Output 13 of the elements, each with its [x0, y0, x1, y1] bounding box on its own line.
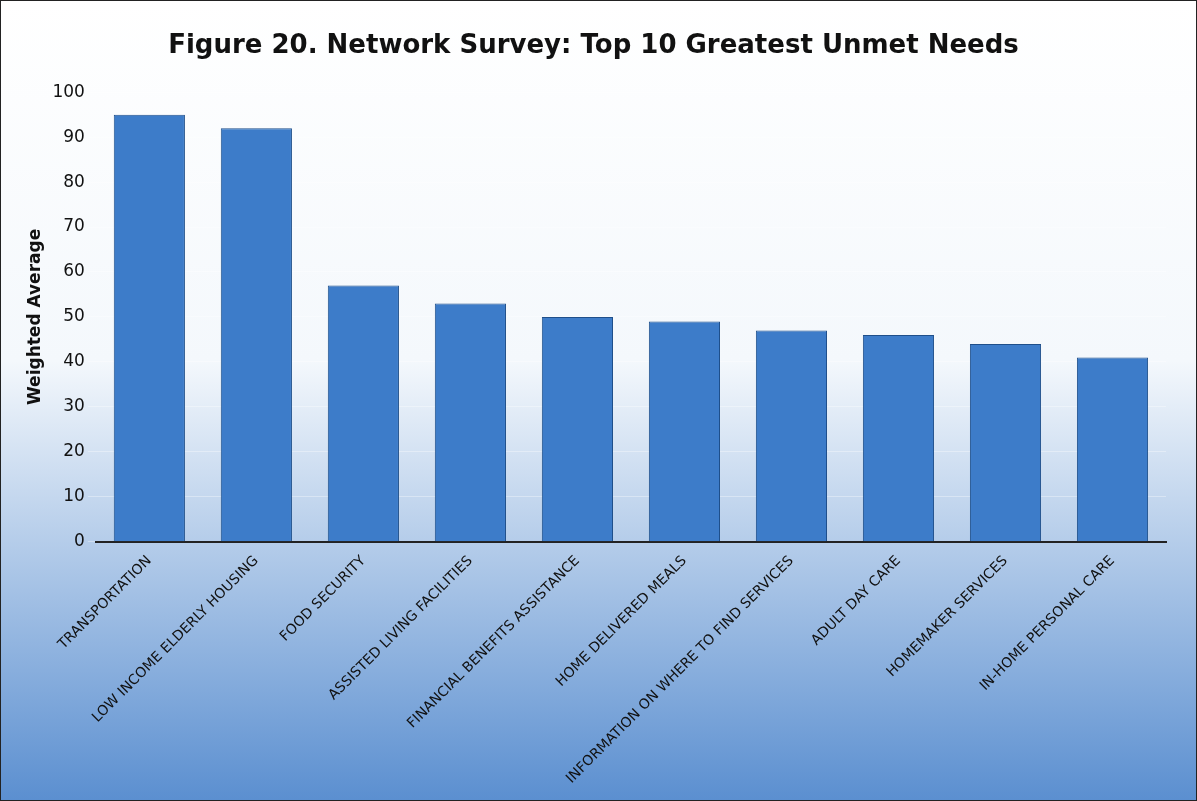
y-tick-label: 30 [63, 395, 85, 416]
y-tick-label: 90 [63, 125, 85, 146]
y-tick-label: 60 [63, 260, 85, 281]
y-tick-label: 0 [74, 530, 85, 551]
y-tick-label: 80 [63, 170, 85, 191]
y-tick-label: 40 [63, 350, 85, 371]
chart-title: Figure 20. Network Survey: Top 10 Greatest Unmet Needs [168, 29, 1019, 60]
y-tick-label: 50 [63, 305, 85, 326]
y-tick-label: 10 [63, 485, 85, 506]
y-tick-label: 70 [63, 215, 85, 236]
y-tick-label: 100 [52, 80, 85, 101]
y-tick-label: 20 [63, 440, 85, 461]
y-axis-title: Weighted Average [23, 228, 44, 406]
